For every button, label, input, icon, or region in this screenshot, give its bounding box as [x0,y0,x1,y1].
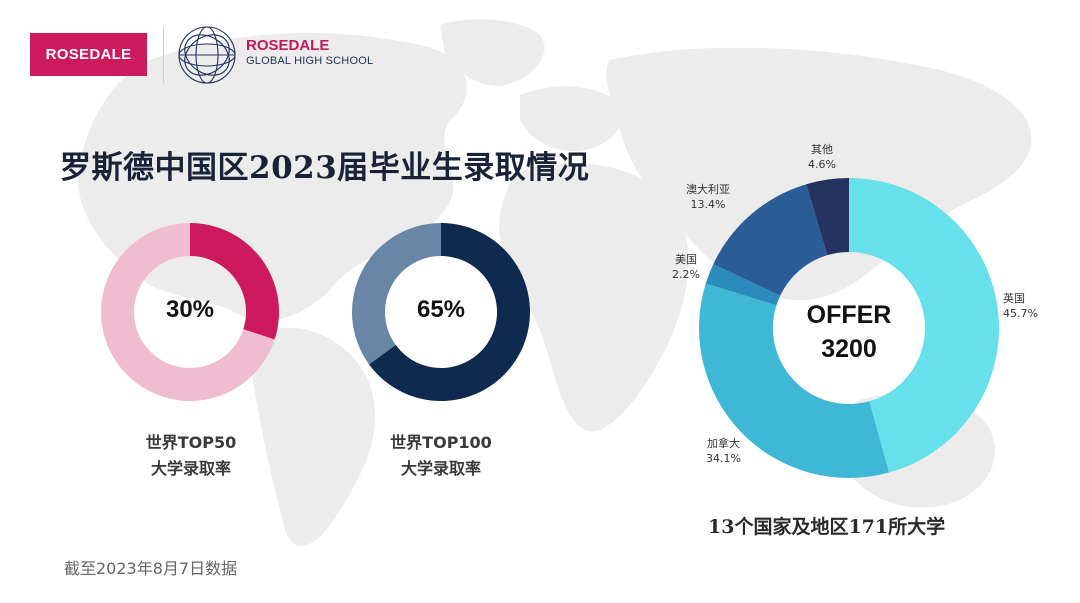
top100-donut-chart [352,223,530,401]
top100-percent-label: 65% [416,296,466,323]
offer-country-donut-chart [699,178,999,478]
slice-pct-australia: 13.4% [690,198,726,211]
top100-slice-1 [352,223,441,365]
top100-slice-0 [368,223,530,401]
top100-caption-line1: 世界TOP100 [390,433,492,452]
top50-caption-line2: 大学录取率 [150,459,231,478]
offer-slice-0 [849,178,999,473]
slice-label-usa: 美国 2.2% [672,252,700,282]
slice-name-canada: 加拿大 [706,437,740,450]
offer-slice-2 [705,264,781,306]
school-subtitle: GLOBAL HIGH SCHOOL [246,55,374,67]
slice-pct-canada: 34.1% [706,452,741,465]
top50-percent-label: 30% [165,296,215,323]
offer-label: OFFER [806,301,892,329]
slice-pct-other: 4.6% [808,158,836,171]
slice-name-uk: 英国 [1003,292,1025,305]
top50-slice-0 [190,223,279,340]
offer-slice-1 [699,283,890,478]
school-name: ROSEDALE [246,37,330,54]
top50-donut-chart [101,223,279,401]
page-title: 罗斯德中国区2023届毕业生录取情况 [60,150,590,186]
slice-name-usa: 美国 [674,253,697,266]
slice-label-canada: 加拿大 34.1% [706,436,741,466]
top50-caption-line1: 世界TOP50 [145,433,237,452]
logo-divider [163,26,164,84]
rosedale-logo: ROSEDALE [30,33,147,76]
slice-pct-usa: 2.2% [672,268,700,281]
offer-center-label: OFFER 3200 [789,298,909,366]
globe-icon [178,26,236,84]
countries-summary: 13个国家及地区171所大学 [708,516,946,538]
offer-count: 3200 [821,335,877,363]
top100-caption-line2: 大学录取率 [400,459,481,478]
offer-slice-3 [713,184,828,296]
slice-name-other: 其他 [810,143,833,156]
slice-pct-uk: 45.7% [1003,307,1038,320]
top100-caption: 世界TOP100 大学录取率 [341,430,541,482]
data-date-note: 截至2023年8月7日数据 [64,559,238,578]
top50-slice-1 [101,223,275,401]
slice-label-australia: 澳大利亚 13.4% [686,182,730,212]
slice-name-australia: 澳大利亚 [686,183,730,196]
slice-label-uk: 英国 45.7% [1003,291,1038,321]
slice-label-other: 其他 4.6% [808,142,836,172]
top50-caption: 世界TOP50 大学录取率 [91,430,291,482]
offer-slice-4 [806,178,849,256]
logo-text: ROSEDALE [45,46,132,63]
